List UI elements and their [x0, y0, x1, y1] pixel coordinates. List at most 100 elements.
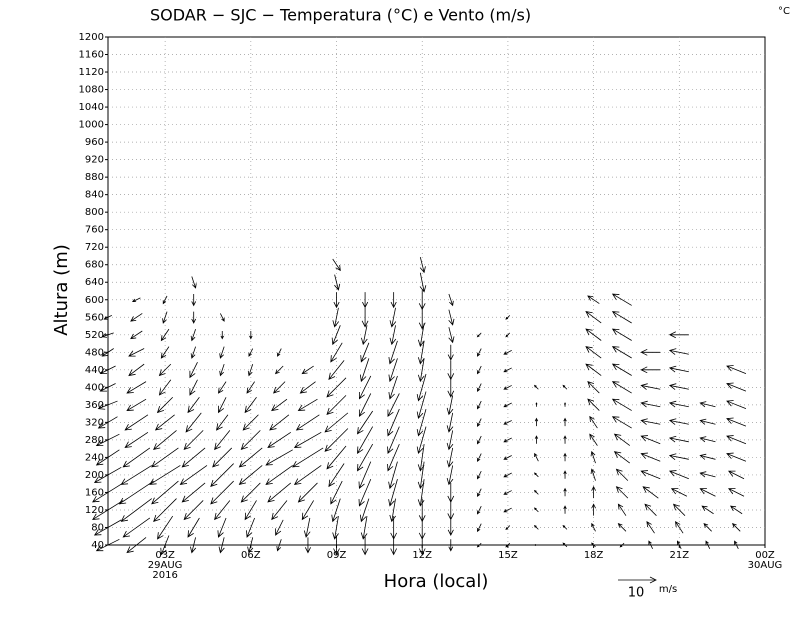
wind-vector — [591, 542, 596, 548]
wind-vector — [359, 498, 370, 523]
wind-vector — [447, 500, 455, 521]
wind-vector — [220, 313, 225, 322]
wind-vector — [448, 293, 454, 307]
wind-vector — [590, 468, 596, 481]
wind-vector — [118, 480, 154, 505]
wind-vector — [216, 414, 229, 431]
wind-vector — [503, 385, 512, 390]
wind-vector — [447, 360, 455, 381]
wind-vector — [191, 294, 197, 307]
wind-vector — [417, 340, 425, 365]
wind-vector — [158, 363, 172, 377]
wind-vector — [158, 379, 172, 396]
wind-vector — [101, 332, 114, 338]
y-tick-label: 1160 — [79, 50, 104, 61]
wind-vector — [699, 471, 716, 478]
wind-vector — [293, 431, 322, 448]
wind-vector — [419, 257, 426, 274]
wind-vector — [210, 463, 234, 487]
wind-vector — [563, 505, 567, 514]
wind-vector — [130, 330, 143, 340]
wind-vector — [92, 482, 124, 503]
wind-vector — [535, 402, 538, 407]
y-tick-label: 680 — [85, 260, 104, 271]
wind-vector — [99, 365, 116, 375]
wind-vector — [726, 400, 747, 410]
wind-vector — [505, 332, 511, 338]
wind-vector — [160, 328, 170, 342]
wind-vector — [668, 383, 689, 390]
wind-vector — [295, 414, 320, 431]
wind-vector — [617, 503, 627, 516]
wind-vector — [611, 328, 632, 341]
wind-vector — [238, 465, 263, 486]
wind-vector — [120, 465, 152, 485]
wind-vector — [101, 348, 114, 357]
wind-vector — [387, 393, 400, 418]
wind-vector — [328, 360, 345, 381]
chart-title: SODAR − SJC − Temperatura (°C) e Vento (… — [150, 6, 531, 25]
wind-vector — [388, 461, 398, 490]
wind-vector — [503, 490, 512, 495]
wind-vector — [668, 470, 689, 480]
wind-vector — [218, 537, 225, 554]
wind-vector — [562, 542, 568, 548]
wind-vector — [324, 428, 349, 452]
wind-vector — [534, 435, 539, 444]
wind-vector — [360, 516, 368, 540]
y-tick-label: 360 — [85, 400, 104, 411]
wind-vector — [477, 418, 482, 427]
y-tick-label: 1000 — [79, 120, 104, 131]
wind-vector — [162, 311, 168, 324]
wind-vector — [273, 381, 286, 394]
wind-vector — [533, 489, 539, 495]
wind-vector — [416, 408, 427, 437]
wind-vector — [503, 350, 512, 355]
wind-vector — [505, 525, 511, 531]
wind-vector — [729, 505, 743, 515]
wind-vector — [277, 348, 282, 357]
wind-vector — [585, 311, 602, 324]
wind-vector — [477, 505, 482, 515]
wind-vector — [611, 363, 632, 376]
wind-vector — [640, 366, 661, 374]
wind-vector — [564, 402, 567, 407]
wind-vector — [126, 381, 147, 394]
wind-vector — [477, 523, 482, 533]
x-tick-label: 00Z — [755, 550, 775, 561]
wind-vector — [448, 309, 455, 326]
wind-vector — [328, 463, 345, 488]
wind-vector — [299, 381, 316, 394]
wind-vector — [726, 382, 747, 392]
wind-vector — [126, 537, 147, 554]
y-tick-label: 280 — [85, 435, 104, 446]
wind-vector — [95, 538, 120, 552]
y-tick-label: 1040 — [79, 102, 104, 113]
wind-vector — [587, 398, 600, 411]
wind-vector — [95, 449, 120, 466]
y-tick-label: 80 — [91, 522, 104, 533]
wind-vector — [330, 342, 343, 363]
wind-vector — [563, 435, 567, 444]
wind-vector — [93, 519, 122, 536]
wind-vector — [675, 521, 684, 534]
wind-vector — [247, 537, 254, 554]
wind-vector — [185, 412, 202, 433]
wind-vector — [732, 523, 741, 532]
wind-vector — [128, 348, 145, 357]
y-tick-label: 240 — [85, 452, 104, 463]
wind-vector — [214, 430, 231, 451]
wind-vector — [591, 522, 596, 532]
wind-vector — [668, 435, 689, 443]
wind-vector — [157, 515, 174, 540]
wind-vector — [271, 398, 288, 412]
wind-vector — [640, 348, 661, 356]
wind-vector — [388, 375, 398, 400]
y-tick-label: 400 — [85, 382, 104, 393]
y-tick-label: 560 — [85, 312, 104, 323]
wind-vector — [361, 535, 369, 556]
wind-vector — [153, 430, 177, 450]
wind-vector — [179, 465, 208, 485]
wind-vector — [503, 367, 512, 373]
wind-vector — [219, 364, 225, 377]
